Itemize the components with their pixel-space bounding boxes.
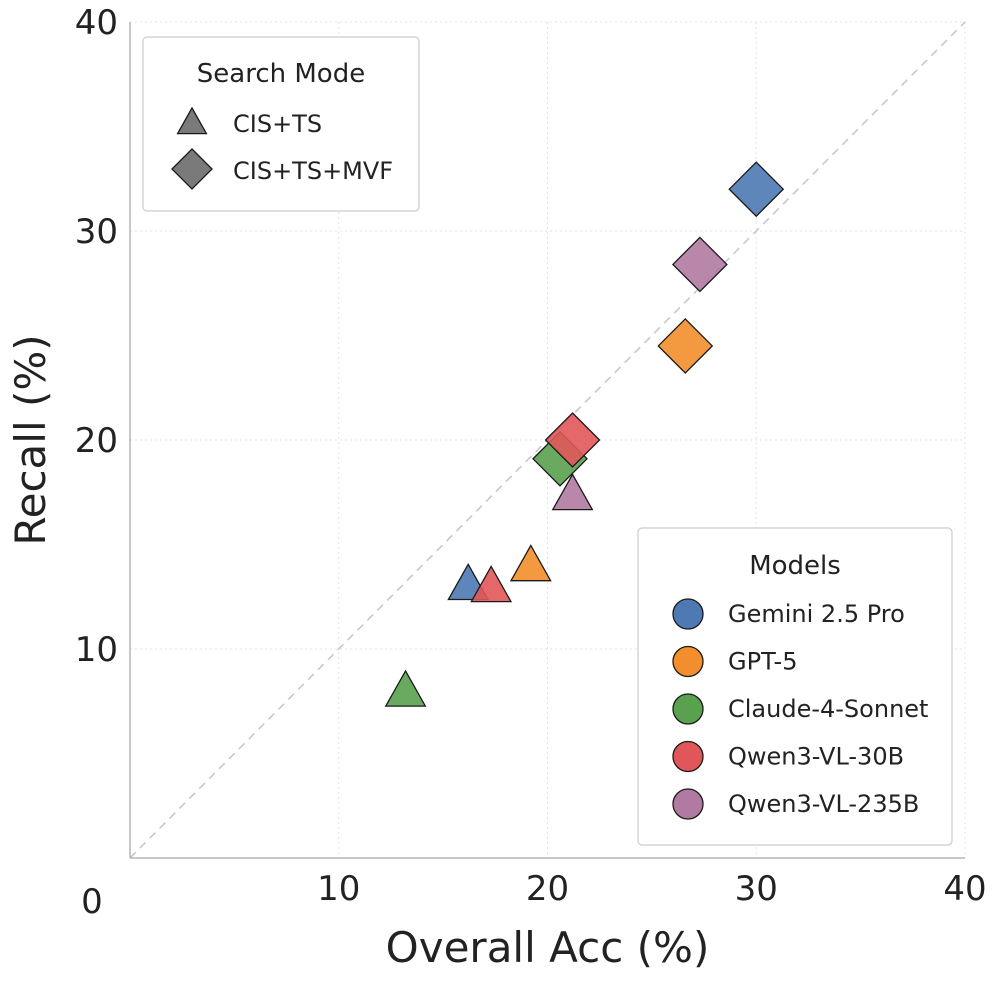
models-legend: Models Gemini 2.5 Pro GPT-5 Claude-4-Sonne… (637, 527, 953, 846)
x-tick-label: 30 (735, 869, 778, 909)
data-point-qwen3-vl-30b-cis-ts (470, 565, 513, 603)
legend-label-search-mode: CIS+TS (233, 110, 322, 138)
data-point-gemini-2-5-pro-cis-ts-mvf (728, 161, 785, 218)
x-tick-label: 0 (81, 882, 103, 922)
legend-marker-model (672, 788, 704, 820)
x-axis-title: Overall Acc (%) (386, 923, 710, 972)
models-legend-title: Models (749, 551, 841, 581)
legend-label-model: Qwen3-VL-235B (728, 790, 919, 818)
legend-marker-model (672, 740, 704, 773)
data-point-qwen3-vl-235b-cis-ts-mvf (671, 236, 728, 293)
data-point-qwen3-vl-235b-cis-ts (551, 473, 594, 511)
legend-marker-model (672, 693, 704, 725)
data-points (384, 161, 785, 707)
data-point-claude-4-sonnet-cis-ts (384, 669, 427, 707)
search-mode-legend-title: Search Mode (197, 59, 365, 89)
tick-labels: 0 10 20 30 40 10 20 30 40 (75, 3, 987, 922)
x-tick-label: 20 (526, 869, 569, 909)
legend-label-model: GPT-5 (728, 648, 797, 676)
data-point-qwen3-vl-30b-cis-ts-mvf (544, 412, 601, 468)
x-tick-label: 10 (317, 869, 360, 909)
y-tick-label: 30 (75, 212, 118, 252)
legend-label-model: Claude-4-Sonnet (728, 695, 928, 723)
legend-marker-triangle (176, 106, 208, 135)
legend-marker-model (672, 598, 704, 630)
search-mode-legend-box (142, 36, 420, 212)
legend-marker-model (672, 645, 704, 678)
axes (129, 22, 965, 859)
y-axis-title: Recall (%) (6, 334, 55, 545)
search-mode-legend: Search Mode CIS+TS CIS+TS+MVF (142, 36, 420, 212)
y-tick-label: 40 (75, 3, 118, 43)
x-tick-label: 40 (943, 869, 986, 909)
legend-label-model: Qwen3-VL-30B (728, 743, 904, 771)
data-point-gpt-5-cis-ts-mvf (657, 318, 714, 374)
y-tick-label: 10 (75, 630, 118, 670)
legend-marker-diamond (171, 148, 213, 190)
legend-label-search-mode: CIS+TS+MVF (233, 157, 393, 185)
y-tick-label: 20 (75, 421, 118, 461)
legend-label-model: Gemini 2.5 Pro (728, 600, 905, 628)
data-point-gpt-5-cis-ts (509, 544, 552, 582)
models-legend-box (637, 527, 953, 846)
